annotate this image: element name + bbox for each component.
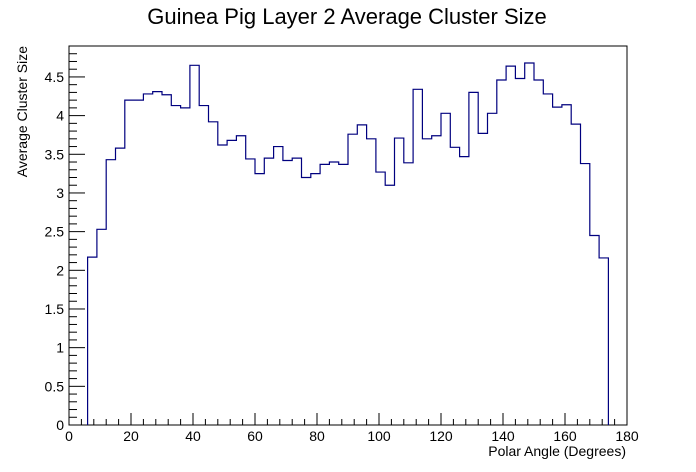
x-axis-label: Polar Angle (Degrees) [488, 443, 626, 459]
y-tick-label: 3 [56, 185, 64, 201]
y-tick-label: 0.5 [45, 378, 65, 394]
x-tick-label: 100 [367, 428, 391, 444]
y-tick-label: 0 [56, 417, 64, 433]
y-axis-tick-labels: 0 0.5 1 1.5 2 2.5 3 3.5 4 4.5 [45, 69, 65, 433]
x-tick-label: 60 [247, 428, 263, 444]
y-tick-label: 2 [56, 262, 64, 278]
x-tick-label: 160 [553, 428, 577, 444]
x-tick-label: 20 [123, 428, 139, 444]
y-tick-label: 1.5 [45, 301, 65, 317]
chart-title: Guinea Pig Layer 2 Average Cluster Size [147, 4, 547, 29]
y-tick-label: 4 [56, 108, 64, 124]
y-tick-label: 4.5 [45, 69, 65, 85]
y-tick-label: 1 [56, 340, 64, 356]
y-tick-label: 3.5 [45, 146, 65, 162]
x-tick-label: 120 [429, 428, 453, 444]
x-tick-label: 80 [309, 428, 325, 444]
y-axis-label: Average Cluster Size [14, 46, 30, 177]
x-axis-tick-labels: 0 20 40 60 80 100 120 140 160 180 [65, 428, 639, 444]
x-tick-label: 0 [65, 428, 73, 444]
y-tick-label: 2.5 [45, 224, 65, 240]
x-tick-label: 140 [491, 428, 515, 444]
histogram-series-line [87, 62, 609, 425]
y-axis-ticks [69, 45, 85, 426]
x-axis-ticks [68, 413, 628, 425]
plot-frame [68, 45, 628, 426]
x-tick-label: 180 [615, 428, 639, 444]
x-tick-label: 40 [185, 428, 201, 444]
